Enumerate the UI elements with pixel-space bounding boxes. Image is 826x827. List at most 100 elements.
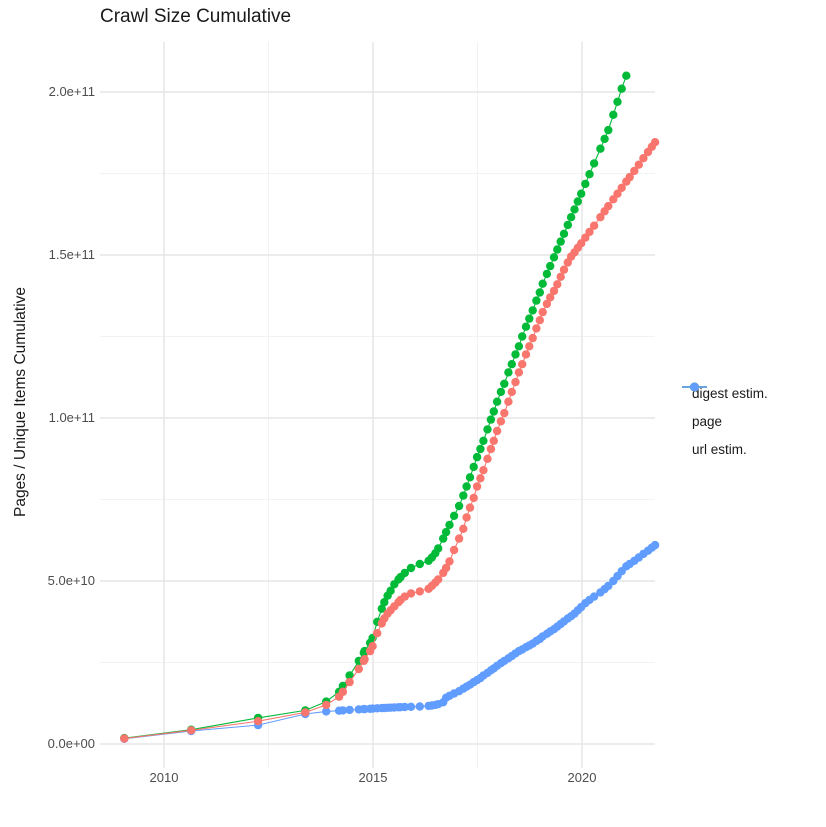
data-point <box>479 436 488 445</box>
data-point <box>518 332 527 341</box>
series-line-digest-estim- <box>124 141 656 740</box>
data-point <box>532 296 541 305</box>
data-point <box>434 575 443 584</box>
data-point <box>613 97 622 107</box>
data-point <box>445 520 454 530</box>
data-point <box>360 655 369 664</box>
data-point <box>322 707 331 716</box>
data-point <box>507 360 516 369</box>
data-point <box>441 563 451 573</box>
data-point <box>454 501 464 511</box>
data-point <box>559 265 569 274</box>
legend-key-icon <box>682 382 707 392</box>
data-point <box>496 387 506 397</box>
data-point <box>532 324 541 333</box>
legend-item: page <box>681 382 768 435</box>
data-point <box>459 491 468 500</box>
data-point <box>559 229 569 238</box>
data-point <box>345 677 354 687</box>
data-point <box>514 342 524 351</box>
data-point <box>538 279 547 288</box>
data-point <box>439 534 448 543</box>
data-point <box>589 592 599 601</box>
data-point <box>500 408 509 418</box>
data-point <box>617 84 626 93</box>
data-point <box>634 160 643 169</box>
data-point <box>528 306 537 315</box>
y-tick-label: 1.5e+11 <box>48 247 95 262</box>
data-point <box>518 360 527 369</box>
data-point <box>479 466 488 475</box>
y-tick-label: 2.0e+11 <box>48 84 95 99</box>
data-point <box>406 589 416 598</box>
data-point <box>459 524 468 533</box>
data-point <box>486 415 496 424</box>
data-point <box>556 237 565 246</box>
data-point <box>465 473 475 482</box>
data-point <box>581 233 590 242</box>
data-point <box>472 482 482 491</box>
data-point <box>528 333 537 343</box>
data-point <box>573 197 582 206</box>
y-tick-label: 5.0e+10 <box>47 573 95 588</box>
data-point <box>492 426 502 436</box>
data-point <box>511 377 520 387</box>
data-point <box>406 702 416 711</box>
data-point <box>400 702 409 712</box>
data-point <box>596 213 605 222</box>
data-point <box>400 592 409 601</box>
data-point <box>538 307 547 317</box>
data-point <box>553 280 562 289</box>
data-point <box>525 314 534 323</box>
data-point <box>415 559 424 569</box>
data-point <box>553 245 562 254</box>
legend: digest estim. page url estim. <box>681 379 768 463</box>
data-point <box>563 220 572 230</box>
data-point <box>630 166 639 176</box>
data-point <box>489 436 498 445</box>
data-point <box>345 671 354 680</box>
data-point <box>617 183 626 192</box>
data-point <box>589 221 599 230</box>
data-point <box>556 272 565 281</box>
data-point <box>589 159 599 168</box>
data-point <box>521 350 531 359</box>
data-point <box>354 664 363 674</box>
data-point <box>500 379 509 388</box>
data-point <box>445 557 454 566</box>
data-point <box>613 189 622 198</box>
data-point <box>489 407 498 416</box>
data-point <box>492 397 502 406</box>
data-point <box>549 253 559 262</box>
data-point <box>535 288 544 297</box>
data-point <box>504 368 513 377</box>
data-point <box>373 629 382 638</box>
chart-title: Crawl Size Cumulative <box>100 6 292 27</box>
data-point <box>566 213 576 222</box>
data-point <box>511 350 520 359</box>
data-point <box>525 342 534 351</box>
data-point <box>581 179 590 189</box>
data-point <box>345 705 354 715</box>
legend-label: url estim. <box>692 441 747 457</box>
data-point <box>434 544 443 553</box>
data-point <box>368 642 377 651</box>
data-point <box>187 726 196 735</box>
data-point <box>338 687 348 696</box>
data-point <box>639 154 648 163</box>
data-point <box>406 563 416 573</box>
data-point <box>253 717 263 726</box>
data-point <box>521 322 531 331</box>
data-point <box>486 444 496 454</box>
data-point <box>570 205 579 214</box>
data-point <box>650 540 660 550</box>
data-point <box>462 482 471 491</box>
data-point <box>301 708 310 717</box>
data-point <box>596 144 605 153</box>
data-point <box>514 368 524 377</box>
data-point <box>377 604 386 613</box>
data-point <box>322 700 331 710</box>
data-point <box>535 316 544 325</box>
